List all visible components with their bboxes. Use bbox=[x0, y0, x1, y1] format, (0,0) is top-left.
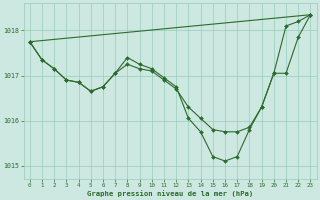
X-axis label: Graphe pression niveau de la mer (hPa): Graphe pression niveau de la mer (hPa) bbox=[87, 190, 253, 197]
